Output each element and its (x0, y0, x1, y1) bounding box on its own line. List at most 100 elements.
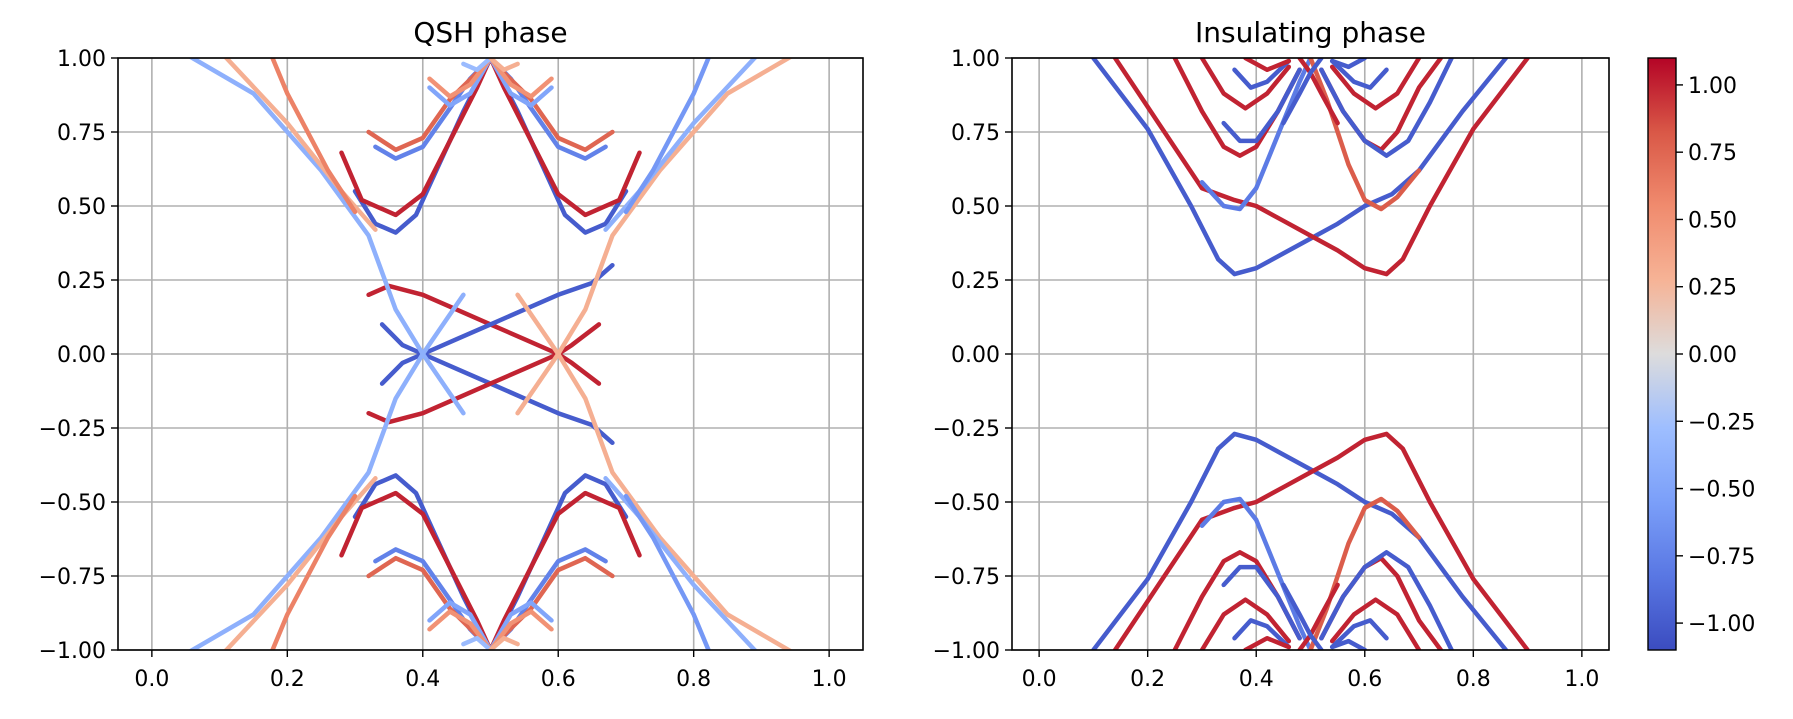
band-series (1329, 597, 1422, 650)
y-tick-label: 0.75 (57, 121, 106, 146)
chart-title: Insulating phase (1195, 16, 1426, 49)
chart-title: QSH phase (413, 16, 567, 49)
grid-lines (1012, 57, 1609, 651)
band-series (515, 292, 793, 650)
band-series (488, 609, 554, 650)
qsh-phase-chart: 0.0 0.2 0.4 0.6 0.8 1.0 −1.00 −0.75 −0.50 −0.25 0.… (39, 16, 864, 692)
band-series (1329, 58, 1422, 111)
band-series (223, 58, 378, 232)
colorbar-tick-label: −1.00 (1688, 612, 1755, 637)
colorbar: 1.00 0.75 0.50 0.25 0.00 −0.25 −0.50 −0.75 −1.00 (1647, 57, 1755, 651)
band-series (1221, 564, 1302, 641)
y-tick-label: 0.25 (951, 269, 1000, 294)
x-tick-label: 0.6 (541, 667, 576, 692)
band-series (270, 58, 358, 215)
x-tick-label: 0.0 (134, 667, 169, 692)
band-series (488, 58, 642, 218)
band-series (461, 58, 493, 73)
colorbar-tick-label: −0.50 (1688, 478, 1755, 503)
y-tick-label: 0.25 (57, 269, 106, 294)
colorbar-tick-label: 0.75 (1688, 141, 1737, 166)
y-tick-label: −0.50 (933, 491, 1000, 516)
colorbar-gradient (1647, 57, 1677, 651)
band-series (623, 58, 711, 215)
band-series (488, 547, 608, 650)
band-series (461, 635, 493, 650)
colorbar-tick-label: −0.25 (1688, 410, 1755, 435)
x-tick-label: 0.2 (270, 667, 305, 692)
band-series (515, 58, 793, 416)
band-series (1297, 58, 1340, 126)
band-series (366, 322, 602, 425)
y-tick-label: 0.50 (951, 195, 1000, 220)
y-tick-label: −1.00 (39, 639, 106, 664)
band-series (1232, 618, 1292, 650)
x-tick-label: 0.2 (1130, 667, 1165, 692)
y-tick-label: 1.00 (951, 47, 1000, 72)
band-series (1199, 58, 1313, 212)
data-layer (188, 58, 793, 650)
band-series (1329, 58, 1368, 70)
band-series (1281, 582, 1324, 650)
y-tick-label: 0.75 (951, 121, 1000, 146)
band-series (1319, 550, 1454, 650)
tick-layer: 0.0 0.2 0.4 0.6 0.8 1.0 −1.00 −0.75 −0.50 −0.25 0.… (933, 47, 1600, 692)
band-series (339, 58, 493, 218)
band-series (1243, 58, 1292, 73)
band-series (1243, 635, 1292, 650)
band-series (1329, 638, 1368, 650)
band-series (488, 490, 642, 650)
y-tick-label: −0.25 (39, 417, 106, 442)
band-series (427, 58, 493, 108)
band-series (1199, 597, 1292, 650)
colorbar-tick-label: 1.00 (1688, 74, 1737, 99)
x-tick-label: 1.0 (812, 667, 847, 692)
band-series (270, 493, 358, 650)
band-series (623, 493, 711, 650)
band-series (488, 58, 520, 73)
tick-layer: 0.0 0.2 0.4 0.6 0.8 1.0 −1.00 −0.75 −0.50 −0.25 0.… (39, 47, 847, 692)
band-series (488, 58, 554, 108)
y-tick-label: 0.00 (57, 343, 106, 368)
x-tick-label: 0.8 (1456, 667, 1491, 692)
band-series (603, 58, 758, 232)
y-tick-label: 1.00 (57, 47, 106, 72)
band-series (223, 476, 378, 650)
y-tick-label: −0.50 (39, 491, 106, 516)
band-series (339, 490, 493, 650)
x-tick-label: 0.8 (676, 667, 711, 692)
band-series (373, 58, 493, 161)
band-series (373, 547, 493, 650)
band-series (1319, 58, 1454, 158)
band-series (603, 476, 758, 650)
band-series (188, 58, 466, 416)
insulating-phase-chart: 0.0 0.2 0.4 0.6 0.8 1.0 −1.00 −0.75 −0.50 −0.25 0.… (933, 16, 1610, 692)
x-tick-label: 0.4 (1239, 667, 1274, 692)
y-tick-label: −0.75 (933, 565, 1000, 590)
x-tick-label: 1.0 (1564, 667, 1599, 692)
y-tick-label: −0.75 (39, 565, 106, 590)
band-series (427, 609, 493, 650)
colorbar-tick-label: 0.25 (1688, 276, 1737, 301)
band-series (1232, 58, 1292, 90)
band-series (1199, 496, 1313, 650)
colorbar-tick-label: 0.50 (1688, 208, 1737, 233)
band-series (1297, 582, 1340, 650)
band-series (379, 262, 615, 357)
y-tick-label: −1.00 (933, 639, 1000, 664)
x-tick-label: 0.4 (405, 667, 440, 692)
band-series (1329, 58, 1389, 90)
x-tick-label: 0.0 (1022, 667, 1057, 692)
colorbar-tick-label: 0.00 (1688, 343, 1737, 368)
band-series (488, 635, 520, 650)
band-series (1221, 67, 1302, 144)
band-series (488, 58, 608, 161)
grid-lines (118, 57, 863, 651)
band-series (188, 292, 466, 650)
y-tick-label: 0.50 (57, 195, 106, 220)
band-series (1199, 58, 1292, 111)
band-series (488, 58, 554, 99)
band-series (1281, 58, 1324, 126)
band-series (1329, 618, 1389, 650)
